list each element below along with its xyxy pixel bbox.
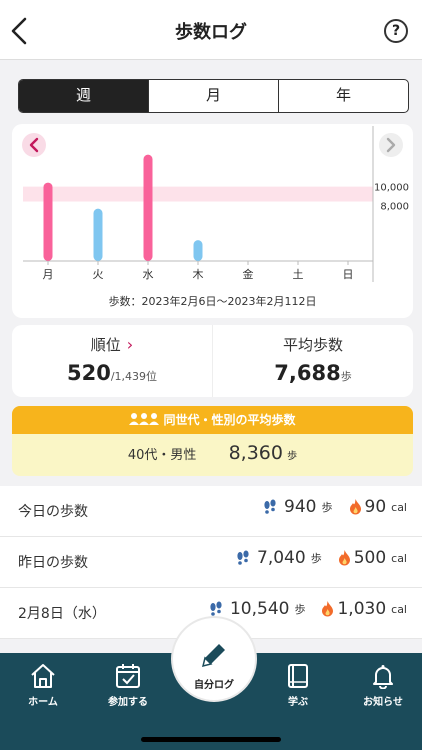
average-unit: 歩 (340, 370, 352, 383)
my-log-label: 自分ログ (194, 680, 234, 691)
stat-step-unit: 歩 (310, 552, 322, 565)
pencil-icon (201, 644, 225, 668)
home-indicator (141, 737, 281, 742)
average-title: 平均歩数 (282, 336, 343, 354)
chevron-left-icon (11, 17, 27, 45)
chart-bar (93, 208, 103, 261)
rank-title: 順位 (90, 336, 121, 354)
stat-cal-unit: cal (391, 500, 407, 514)
page-title: 歩数ログ (175, 22, 247, 43)
stat-steps: 7,040 (257, 548, 306, 568)
rank-section[interactable]: 順位 › 520/1,439位 (12, 325, 213, 397)
header-bar: 歩数ログ ? (0, 0, 422, 60)
calendar-check-icon (116, 664, 140, 688)
footprints-icon (237, 550, 249, 565)
stat-cal: 90 (364, 497, 387, 517)
stat-step-unit: 歩 (294, 603, 306, 616)
period-tabs: 週 月 年 (18, 79, 409, 113)
stat-steps: 10,540 (229, 599, 290, 619)
peer-average-unit: 歩 (287, 451, 298, 462)
footprints-icon (264, 499, 276, 514)
footprints-icon (210, 601, 222, 616)
stat-steps: 940 (284, 497, 317, 517)
peer-average-title: 同世代・性別の平均歩数 (163, 413, 296, 427)
tab-learn[interactable]: 学ぶ (258, 663, 338, 708)
tab-week[interactable]: 週 (19, 80, 148, 112)
tab-month[interactable]: 月 (148, 80, 278, 112)
rank-average-card: 順位 › 520/1,439位 平均歩数 7,688歩 (12, 325, 413, 397)
fire-icon (322, 601, 334, 617)
x-tick-label: 木 (193, 268, 204, 281)
tab-label: 学ぶ (288, 697, 308, 708)
date-range-text: 歩数：2023年2月6日〜2023年2月112日 (108, 295, 317, 308)
rank-value: 520 (66, 361, 111, 385)
chart-bar (193, 240, 203, 261)
average-value: 7,688 (274, 361, 341, 385)
y-tick-label: 8,000 (380, 202, 409, 213)
people-icon (129, 413, 160, 425)
y-tick-label: 10,000 (374, 183, 409, 194)
x-tick-label: 土 (293, 268, 304, 281)
prev-week-button (22, 133, 46, 157)
book-icon (288, 664, 308, 688)
x-tick-label: 火 (93, 268, 104, 281)
my-log-button[interactable]: 自分ログ (173, 618, 255, 700)
peer-average-card: 同世代・性別の平均歩数 40代・男性 8,360 歩 (12, 406, 413, 476)
average-section: 平均歩数 7,688歩 (213, 325, 413, 397)
fire-icon (349, 499, 361, 515)
chevron-left-icon (29, 137, 39, 153)
peer-group: 40代・男性 (127, 448, 197, 463)
chevron-right-icon (386, 137, 396, 153)
stat-label: 2月8日（水） (18, 606, 106, 622)
step-chart: 10,000 8,000 月 火 水 木 金 土 日 (22, 126, 409, 282)
tab-label: 参加する (108, 697, 148, 708)
stat-cal: 500 (353, 548, 387, 568)
x-tick-label: 月 (43, 268, 54, 281)
stats-list: 今日の歩数 940 歩 90 cal 昨日の歩数 7,040 歩 500 cal 2月8… (0, 486, 422, 639)
chevron-right-icon[interactable]: › (126, 335, 134, 354)
home-icon (31, 664, 55, 688)
x-tick-label: 水 (143, 268, 154, 281)
stat-cal-unit: cal (391, 551, 407, 565)
fire-icon (338, 550, 350, 566)
stat-row-date[interactable]: 2月8日（水） 10,540 歩 1,030 cal (0, 588, 422, 639)
target-band (23, 186, 373, 202)
tab-label: お知らせ (363, 697, 403, 708)
x-tick-label: 金 (243, 267, 254, 281)
peer-average-value: 8,360 (228, 442, 283, 464)
chart-bar (143, 154, 153, 261)
x-tick-label: 日 (343, 268, 354, 281)
tab-year[interactable]: 年 (278, 80, 408, 112)
stat-row-yesterday[interactable]: 昨日の歩数 7,040 歩 500 cal (0, 537, 422, 588)
chart-bar (43, 182, 53, 261)
back-button[interactable] (8, 14, 32, 48)
next-week-button (379, 133, 403, 157)
tab-home[interactable]: ホーム (3, 663, 83, 708)
tab-join[interactable]: 参加する (88, 663, 168, 708)
stat-label: 今日の歩数 (18, 504, 88, 520)
tab-notices[interactable]: お知らせ (343, 663, 422, 708)
rank-total: /1,439位 (110, 370, 158, 383)
stat-row-today[interactable]: 今日の歩数 940 歩 90 cal (0, 486, 422, 537)
stat-cal: 1,030 (337, 599, 387, 619)
step-chart-card: 10,000 8,000 月 火 水 木 金 土 日 歩数：2023年2月6日〜2023年2月1… (12, 124, 413, 318)
stat-step-unit: 歩 (321, 501, 333, 514)
stat-label: 昨日の歩数 (18, 555, 88, 571)
stat-cal-unit: cal (391, 602, 407, 616)
bell-icon (373, 665, 393, 689)
tab-label: ホーム (28, 697, 58, 708)
question-circle-icon[interactable]: ? (384, 19, 408, 43)
